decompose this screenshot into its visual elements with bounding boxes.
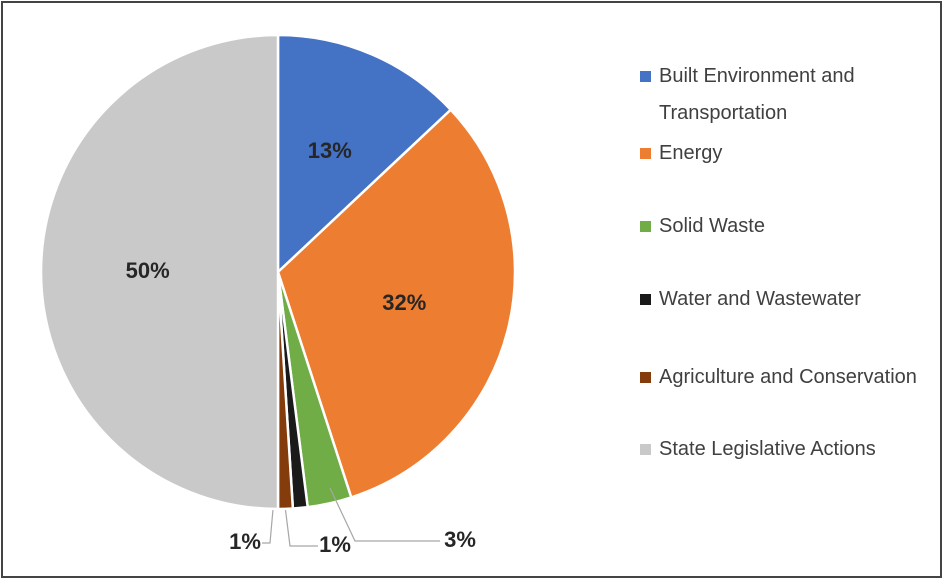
legend-swatch [640, 221, 651, 232]
data-label: 1% [229, 529, 261, 554]
legend-entry: Water and Wastewater [640, 281, 920, 318]
data-label: 13% [308, 138, 352, 163]
pie-slice [39, 33, 280, 511]
legend-swatch [640, 444, 651, 455]
legend-swatch [640, 148, 651, 159]
legend-label: Agriculture and Conservation [659, 366, 917, 388]
leader-line [283, 497, 318, 547]
data-label: 3% [444, 527, 476, 552]
legend-label: Built Environment and Transportation [659, 65, 855, 124]
pie-slice [276, 107, 517, 499]
legend-entry: Energy [640, 135, 920, 172]
data-label: 50% [126, 258, 170, 283]
leader-line [262, 497, 275, 544]
leader-line [329, 487, 440, 542]
legend-entry: Built Environment and Transportation [640, 58, 920, 132]
pie-slice [276, 33, 453, 275]
legend-entry: Agriculture and Conservation [640, 359, 920, 396]
data-label: 1% [319, 532, 351, 557]
legend-label: Water and Wastewater [659, 288, 861, 310]
legend-entry: Solid Waste [640, 208, 920, 245]
legend-swatch [640, 372, 651, 383]
legend-label: Solid Waste [659, 215, 765, 237]
legend-label: State Legislative Actions [659, 438, 876, 460]
legend-swatch [640, 294, 651, 305]
data-label: 32% [382, 290, 426, 315]
legend-entry: State Legislative Actions [640, 431, 920, 468]
legend-swatch [640, 71, 651, 82]
legend-label: Energy [659, 142, 723, 164]
